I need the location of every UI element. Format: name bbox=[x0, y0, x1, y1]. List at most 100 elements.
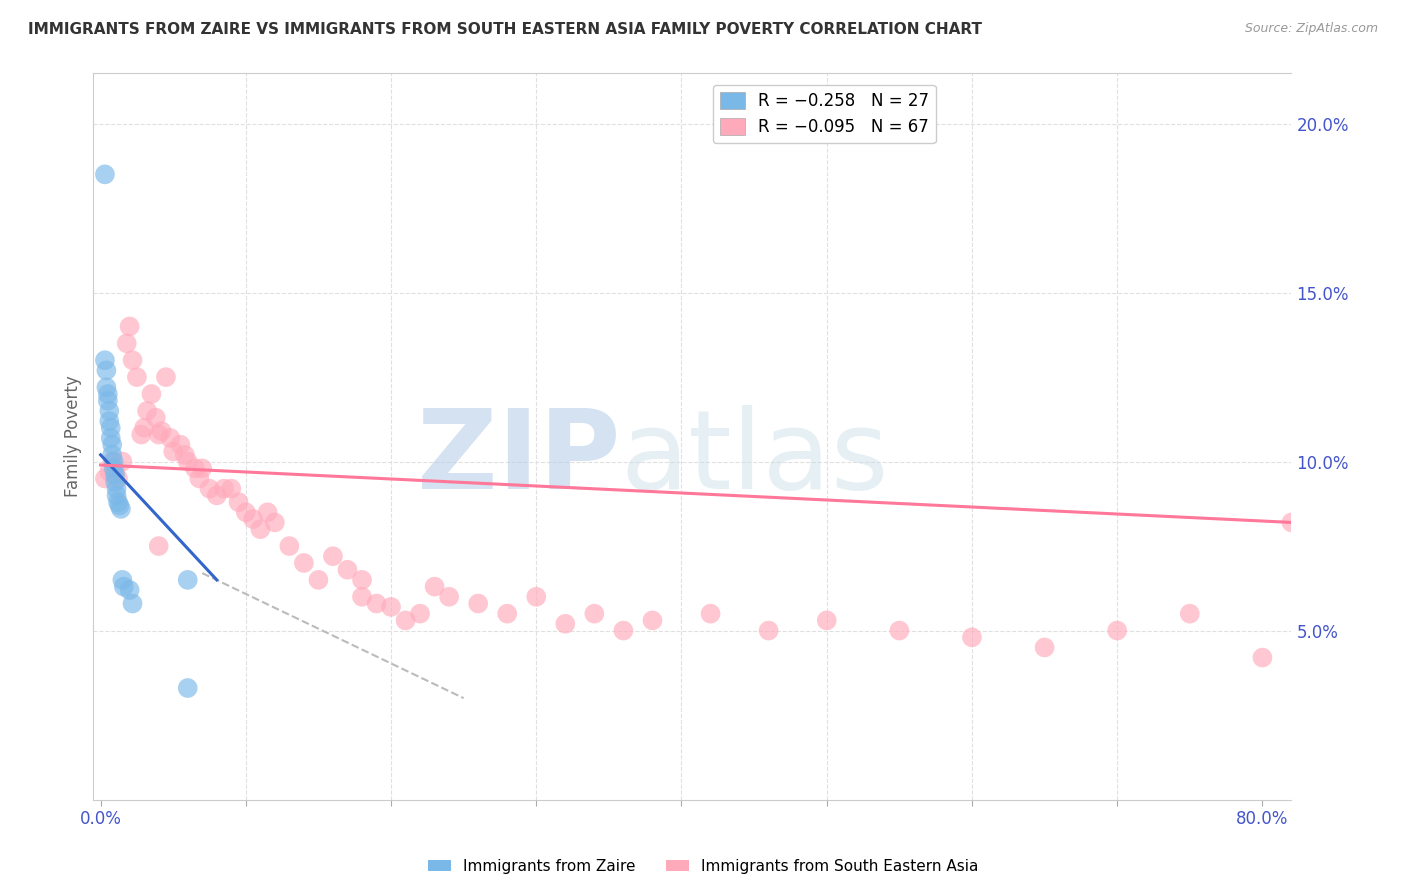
Point bbox=[198, 482, 221, 496]
Legend: R = −0.258   N = 27, R = −0.095   N = 67: R = −0.258 N = 27, R = −0.095 N = 67 bbox=[713, 85, 935, 143]
Point bbox=[307, 573, 329, 587]
Point bbox=[228, 495, 250, 509]
Point bbox=[111, 454, 134, 468]
Point bbox=[1107, 624, 1129, 638]
Point bbox=[350, 590, 373, 604]
Point bbox=[111, 573, 134, 587]
Point bbox=[205, 488, 228, 502]
Point bbox=[155, 370, 177, 384]
Point bbox=[97, 393, 120, 408]
Point bbox=[177, 454, 200, 468]
Point bbox=[134, 421, 156, 435]
Point bbox=[583, 607, 606, 621]
Point bbox=[188, 471, 211, 485]
Point bbox=[98, 404, 121, 418]
Point bbox=[173, 448, 195, 462]
Point bbox=[815, 614, 838, 628]
Point bbox=[278, 539, 301, 553]
Point bbox=[100, 431, 122, 445]
Point bbox=[366, 597, 388, 611]
Legend: Immigrants from Zaire, Immigrants from South Eastern Asia: Immigrants from Zaire, Immigrants from S… bbox=[422, 853, 984, 880]
Point bbox=[159, 431, 181, 445]
Point bbox=[1178, 607, 1201, 621]
Point bbox=[423, 580, 446, 594]
Point bbox=[148, 427, 170, 442]
Point bbox=[118, 582, 141, 597]
Point bbox=[141, 387, 163, 401]
Point bbox=[758, 624, 780, 638]
Point bbox=[94, 353, 117, 368]
Point bbox=[612, 624, 634, 638]
Point bbox=[191, 461, 214, 475]
Point bbox=[1033, 640, 1056, 655]
Text: ZIP: ZIP bbox=[418, 405, 620, 511]
Point bbox=[104, 468, 127, 483]
Point bbox=[467, 597, 489, 611]
Point bbox=[129, 427, 152, 442]
Point bbox=[184, 461, 207, 475]
Point bbox=[104, 465, 127, 479]
Point bbox=[136, 404, 159, 418]
Point bbox=[889, 624, 911, 638]
Point bbox=[96, 363, 118, 377]
Point bbox=[256, 505, 278, 519]
Point bbox=[110, 502, 132, 516]
Point bbox=[641, 614, 664, 628]
Y-axis label: Family Poverty: Family Poverty bbox=[65, 376, 82, 497]
Point bbox=[437, 590, 460, 604]
Point bbox=[409, 607, 432, 621]
Point bbox=[101, 448, 124, 462]
Point bbox=[292, 556, 315, 570]
Point bbox=[322, 549, 344, 564]
Point bbox=[148, 539, 170, 553]
Point bbox=[98, 465, 121, 479]
Point bbox=[212, 482, 235, 496]
Point bbox=[101, 454, 124, 468]
Point bbox=[235, 505, 257, 519]
Point bbox=[1281, 516, 1303, 530]
Point bbox=[249, 522, 271, 536]
Point bbox=[94, 471, 117, 485]
Point bbox=[496, 607, 519, 621]
Point bbox=[960, 630, 983, 644]
Point bbox=[1251, 650, 1274, 665]
Point bbox=[105, 482, 128, 496]
Point bbox=[121, 597, 143, 611]
Point bbox=[145, 410, 167, 425]
Point bbox=[177, 681, 200, 695]
Point bbox=[118, 319, 141, 334]
Point bbox=[336, 563, 359, 577]
Point bbox=[125, 370, 148, 384]
Point bbox=[103, 461, 125, 475]
Point bbox=[221, 482, 243, 496]
Point bbox=[112, 580, 135, 594]
Point bbox=[121, 353, 143, 368]
Text: Source: ZipAtlas.com: Source: ZipAtlas.com bbox=[1244, 22, 1378, 36]
Point bbox=[104, 475, 127, 489]
Point bbox=[98, 414, 121, 428]
Point bbox=[107, 471, 129, 485]
Point bbox=[242, 512, 264, 526]
Point bbox=[97, 387, 120, 401]
Point bbox=[169, 438, 191, 452]
Point bbox=[100, 421, 122, 435]
Point bbox=[103, 454, 125, 468]
Point bbox=[380, 599, 402, 614]
Point bbox=[524, 590, 547, 604]
Point bbox=[105, 488, 128, 502]
Point bbox=[699, 607, 721, 621]
Text: IMMIGRANTS FROM ZAIRE VS IMMIGRANTS FROM SOUTH EASTERN ASIA FAMILY POVERTY CORRE: IMMIGRANTS FROM ZAIRE VS IMMIGRANTS FROM… bbox=[28, 22, 983, 37]
Point bbox=[150, 424, 173, 438]
Point bbox=[107, 495, 129, 509]
Point bbox=[177, 573, 200, 587]
Point bbox=[115, 336, 138, 351]
Point bbox=[94, 167, 117, 181]
Point bbox=[350, 573, 373, 587]
Point bbox=[101, 438, 124, 452]
Point bbox=[96, 380, 118, 394]
Point bbox=[394, 614, 416, 628]
Point bbox=[554, 616, 576, 631]
Point bbox=[162, 444, 184, 458]
Point bbox=[108, 499, 131, 513]
Point bbox=[263, 516, 285, 530]
